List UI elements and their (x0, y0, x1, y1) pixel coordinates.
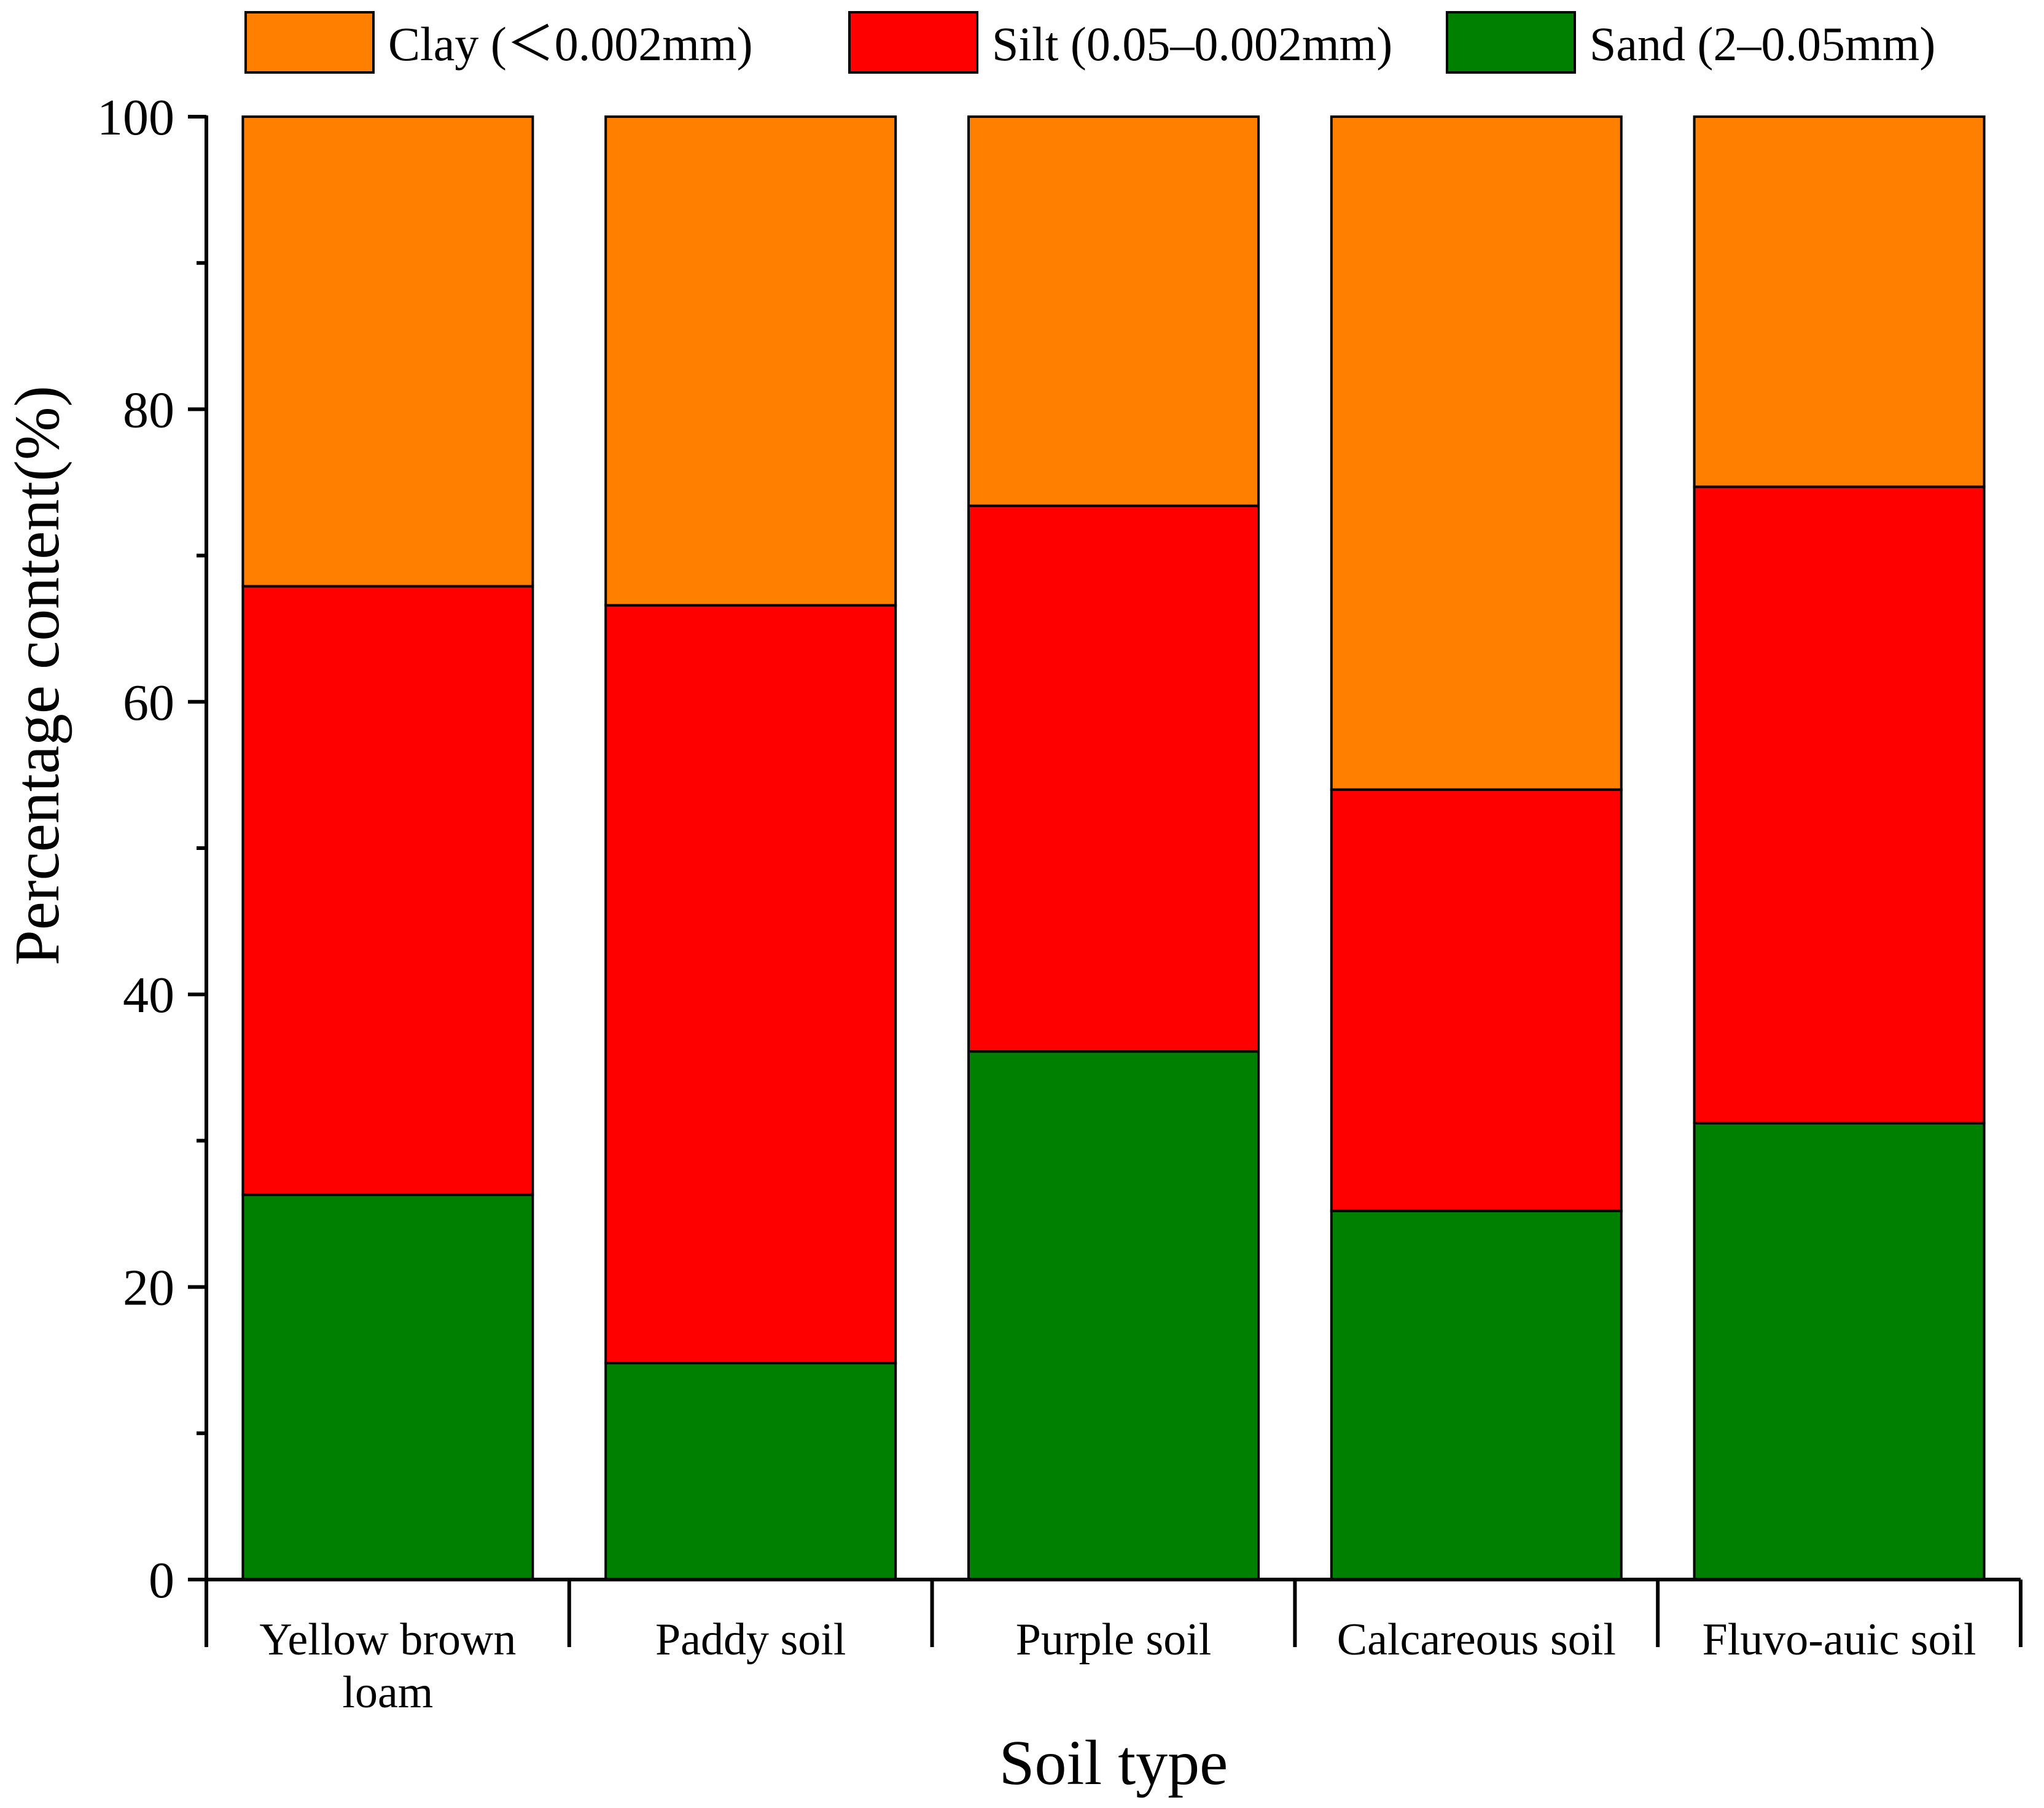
y-tick-label: 100 (97, 89, 174, 146)
legend-label: Clay (＜0.002mm) (388, 17, 753, 71)
bar-segment (1330, 1209, 1623, 1581)
bar-segment (1693, 1121, 1986, 1581)
x-category-label: Calcareous soil (1337, 1615, 1616, 1665)
y-tick-label: 80 (123, 381, 174, 438)
legend-swatch (1446, 11, 1576, 74)
x-category-label: Fluvo-auic soil (1703, 1615, 1976, 1665)
legend-swatch (848, 11, 978, 74)
y-tick-label: 40 (123, 967, 174, 1024)
bar-segment (1330, 115, 1623, 791)
legend: Clay (＜0.002mm) Silt (0.05–0.002mm) Sand (… (244, 11, 1935, 74)
bar-segment (967, 115, 1260, 507)
bar-segment (967, 504, 1260, 1053)
x-category-label: Purple soil (1016, 1615, 1212, 1665)
bar-segment (1693, 485, 1986, 1124)
bar-segment (604, 115, 897, 607)
legend-swatch (244, 11, 375, 74)
bar-segment (604, 604, 897, 1365)
bars (241, 115, 1986, 1581)
bar-segment (241, 115, 534, 588)
bar-segment (1693, 115, 1986, 488)
y-tick-label: 0 (149, 1552, 174, 1609)
legend-label: Silt (0.05–0.002mm) (992, 17, 1392, 71)
legend-label: Sand (2–0.05mm) (1590, 17, 1935, 71)
y-tick-label: 20 (123, 1260, 174, 1317)
x-category-label: loam (342, 1667, 433, 1718)
bar-segment (1330, 788, 1623, 1212)
y-axis-title: Percentage content(%) (2, 386, 72, 965)
bar-segment (967, 1050, 1260, 1581)
x-axis-title: Soil type (999, 1728, 1228, 1798)
y-tick-label: 60 (123, 674, 174, 731)
bar-segment (604, 1362, 897, 1581)
x-category-label: Paddy soil (655, 1615, 846, 1665)
bar-segment (241, 585, 534, 1196)
bar-segment (241, 1193, 534, 1581)
x-category-label: Yellow brown (259, 1615, 516, 1665)
